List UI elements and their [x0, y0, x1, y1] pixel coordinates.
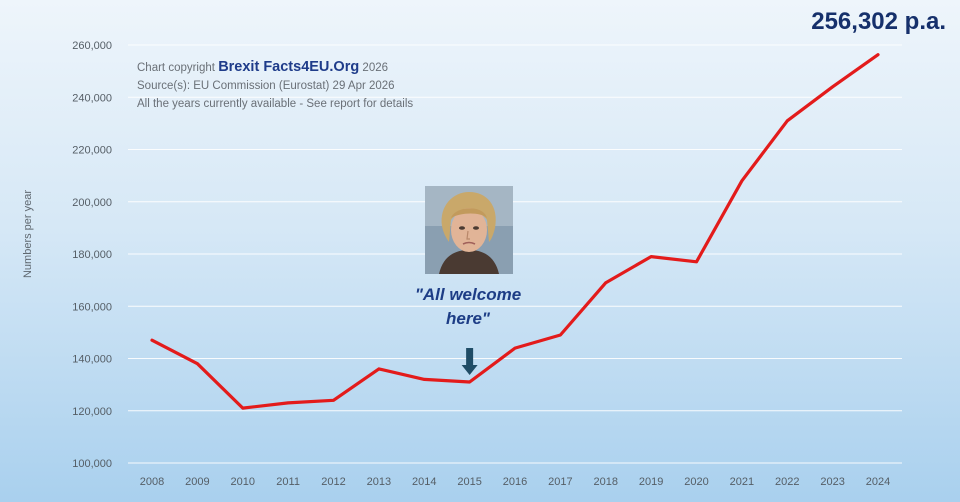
x-tick-label: 2019	[639, 476, 663, 488]
chart-credits: Chart copyright Brexit Facts4EU.Org 2026…	[137, 58, 413, 113]
data-point	[332, 399, 335, 402]
x-tick-label: 2014	[412, 476, 436, 488]
credits-note: All the years currently available - See …	[137, 98, 414, 110]
down-arrow-icon	[461, 348, 478, 376]
x-axis-ticks: 2008 2009 2010 2011 2012 2013 2014 2015 2016 2017…	[140, 476, 890, 488]
data-point	[196, 362, 199, 365]
data-point	[876, 53, 880, 56]
data-point	[377, 367, 381, 371]
gridlines	[128, 44, 902, 464]
y-tick-label: 260,000	[72, 40, 112, 52]
y-tick-label: 160,000	[72, 301, 112, 313]
x-tick-label: 2010	[231, 476, 255, 488]
arrow-shaft	[466, 348, 474, 367]
y-axis-ticks: 100,000 120,000 140,000 160,000 180,000 200,0…	[72, 40, 112, 470]
y-tick-label: 200,000	[72, 197, 112, 209]
credits-year: 2026	[362, 62, 389, 74]
data-point	[740, 179, 744, 183]
x-tick-label: 2023	[820, 476, 844, 488]
x-tick-label: 2011	[276, 476, 300, 488]
portrait-image	[425, 186, 513, 274]
x-tick-label: 2009	[185, 476, 209, 488]
data-point	[559, 333, 562, 337]
x-tick-label: 2017	[548, 476, 572, 488]
x-tick-label: 2015	[457, 476, 481, 488]
credits-line-1: Chart copyright Brexit Facts4EU.Org 2026	[137, 58, 413, 77]
credits-source: Source(s): EU Commission (Eurostat) 29 A…	[137, 80, 395, 92]
portrait-photo	[425, 186, 513, 274]
data-point	[786, 119, 789, 122]
credits-prefix: Chart copyright	[137, 62, 215, 74]
data-point	[423, 378, 426, 381]
x-tick-label: 2012	[321, 476, 345, 488]
y-axis-label: Numbers per year	[22, 190, 34, 278]
data-point	[695, 260, 698, 264]
x-tick-label: 2022	[775, 476, 799, 488]
data-point	[831, 85, 834, 89]
data-point	[468, 380, 471, 384]
x-tick-label: 2024	[866, 476, 890, 488]
x-tick-label: 2016	[503, 476, 527, 488]
data-point	[286, 401, 290, 405]
data-point	[649, 255, 653, 258]
y-tick-label: 140,000	[72, 354, 112, 366]
x-tick-label: 2020	[684, 476, 708, 488]
data-point	[241, 406, 244, 410]
headline-value: 256,302 p.a.	[811, 8, 946, 35]
brand-name: Brexit Facts4EU.Org	[218, 59, 360, 75]
y-tick-label: 220,000	[72, 145, 112, 157]
x-tick-label: 2008	[140, 476, 164, 488]
y-tick-label: 100,000	[72, 458, 112, 470]
data-point	[604, 281, 607, 284]
quote-line-1: "All welcome	[414, 285, 522, 304]
x-tick-label: 2013	[367, 476, 391, 488]
x-tick-label: 2021	[730, 476, 754, 488]
arrow-head	[461, 365, 478, 376]
data-points	[150, 53, 880, 410]
data-point	[513, 346, 517, 350]
data-point	[150, 339, 154, 342]
x-tick-label: 2018	[594, 476, 618, 488]
y-tick-label: 180,000	[72, 249, 112, 261]
y-tick-label: 120,000	[72, 406, 112, 418]
y-tick-label: 240,000	[72, 92, 112, 104]
quote-annotation: "All welcome here"	[398, 283, 538, 331]
quote-line-2: here"	[446, 309, 490, 328]
